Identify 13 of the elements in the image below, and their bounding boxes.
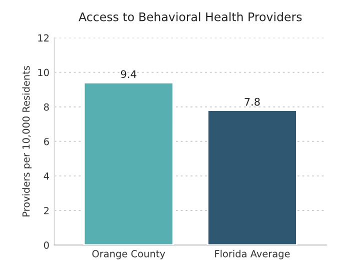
- y-tick-label: 4: [44, 172, 49, 180]
- y-tick-label: 0: [44, 241, 49, 249]
- chart-title: Access to Behavioral Health Providers: [78, 12, 302, 22]
- y-tick-label: 6: [44, 138, 49, 146]
- y-tick-label: 2: [44, 206, 49, 214]
- data-label: 9.4: [120, 70, 136, 78]
- y-tick-label: 8: [44, 103, 49, 111]
- y-axis-title: Providers per 10,000 Residents: [22, 66, 32, 216]
- x-tick-label: Florida Average: [215, 250, 290, 260]
- x-tick-label: Orange County: [92, 250, 166, 260]
- y-tick-label: 12: [38, 34, 49, 42]
- y-tick-label: 10: [38, 68, 49, 76]
- data-label: 7.8: [244, 98, 260, 106]
